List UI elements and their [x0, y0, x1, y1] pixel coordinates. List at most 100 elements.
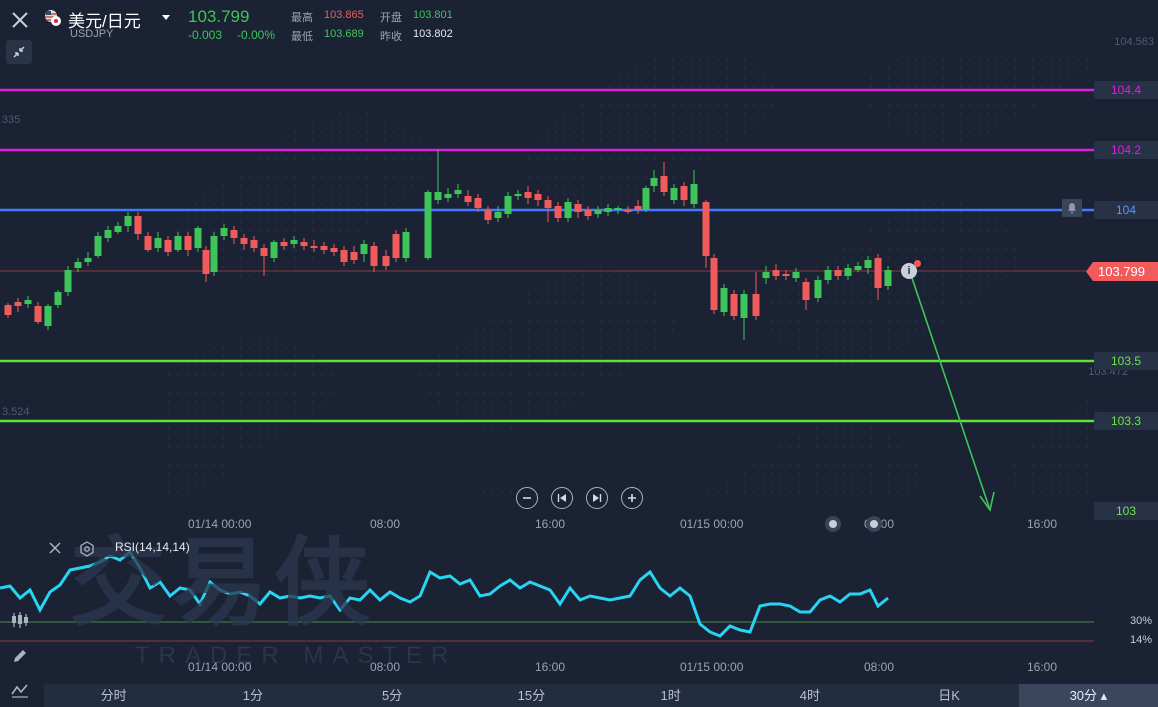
- map-dot: [878, 328, 882, 332]
- map-dot: [941, 238, 945, 242]
- info-icon[interactable]: i: [901, 263, 917, 279]
- rsi-close-icon[interactable]: [48, 541, 64, 557]
- map-dot: [1067, 436, 1071, 440]
- map-dot: [167, 445, 171, 449]
- map-dot: [815, 346, 819, 350]
- map-dot: [860, 319, 864, 323]
- map-dot: [905, 211, 909, 215]
- timeframe-tab-15m[interactable]: 15分: [517, 688, 546, 703]
- map-dot: [959, 238, 963, 242]
- map-dot: [869, 85, 873, 89]
- map-dot: [185, 400, 189, 404]
- map-dot: [230, 364, 234, 368]
- map-dot: [410, 184, 414, 188]
- map-dot: [743, 85, 747, 89]
- map-dot: [608, 319, 612, 323]
- alarm-bell-icon[interactable]: [1062, 199, 1082, 217]
- map-dot: [572, 121, 576, 125]
- map-dot: [1031, 67, 1035, 71]
- map-dot: [491, 337, 495, 341]
- level-tag-104-4[interactable]: 104.4: [1094, 81, 1158, 99]
- map-dot: [752, 94, 756, 98]
- map-dot: [860, 355, 864, 359]
- indicator-icon[interactable]: [6, 676, 34, 704]
- map-dot: [248, 193, 252, 197]
- map-dot: [491, 319, 495, 323]
- level-tag-103-5[interactable]: 103.5: [1094, 352, 1158, 370]
- map-dot: [311, 202, 315, 206]
- timeframe-tab-tick[interactable]: 分时: [100, 688, 127, 703]
- skip-end-button[interactable]: [586, 487, 608, 509]
- map-dot: [284, 346, 288, 350]
- map-dot: [599, 382, 603, 386]
- map-dot: [1094, 454, 1098, 458]
- map-dot: [977, 211, 981, 215]
- map-dot: [833, 337, 837, 341]
- map-dot: [734, 103, 738, 107]
- map-dot: [932, 112, 936, 116]
- map-dot: [473, 346, 477, 350]
- timeframe-tab-1d[interactable]: 日K: [938, 688, 960, 703]
- map-dot: [509, 364, 513, 368]
- map-dot: [698, 76, 702, 80]
- skip-start-button[interactable]: [551, 487, 573, 509]
- map-dot: [878, 490, 882, 494]
- map-dot: [374, 130, 378, 134]
- map-dot: [932, 319, 936, 323]
- map-dot: [419, 157, 423, 161]
- event-marker-icon[interactable]: [825, 516, 841, 532]
- timeframe-tab-1h[interactable]: 1时: [660, 688, 681, 703]
- map-dot: [545, 400, 549, 404]
- event-marker-icon[interactable]: [866, 516, 882, 532]
- level-tag-103[interactable]: 103: [1094, 502, 1158, 520]
- map-dot: [248, 355, 252, 359]
- map-dot: [590, 337, 594, 341]
- map-dot: [950, 247, 954, 251]
- timeframe-tab-5m[interactable]: 5分: [382, 688, 403, 703]
- level-tag-103-3[interactable]: 103.3: [1094, 412, 1158, 430]
- candle-type-icon[interactable]: [6, 606, 34, 634]
- map-dot: [635, 166, 639, 170]
- map-dot: [563, 346, 567, 350]
- map-dot: [896, 265, 900, 269]
- map-dot: [806, 463, 810, 467]
- map-dot: [536, 400, 540, 404]
- map-dot: [905, 85, 909, 89]
- map-dot: [527, 292, 531, 296]
- map-dot: [851, 337, 855, 341]
- map-dot: [959, 121, 963, 125]
- dropdown-caret-icon[interactable]: [160, 10, 172, 22]
- map-dot: [419, 382, 423, 386]
- level-tag-104-2[interactable]: 104.2: [1094, 141, 1158, 159]
- map-dot: [230, 211, 234, 215]
- draw-pen-icon[interactable]: [6, 642, 34, 670]
- timeframe-tab-30m[interactable]: 30分 ▴: [1018, 684, 1158, 707]
- map-dot: [230, 373, 234, 377]
- timeframe-tab-1m[interactable]: 1分: [242, 688, 263, 703]
- map-dot: [158, 427, 162, 431]
- zoom-in-button[interactable]: [621, 487, 643, 509]
- map-dot: [851, 463, 855, 467]
- map-dot: [932, 265, 936, 269]
- map-dot: [509, 310, 513, 314]
- map-dot: [437, 400, 441, 404]
- timeframe-tab-4h[interactable]: 4时: [799, 688, 820, 703]
- zoom-out-button[interactable]: [516, 487, 538, 509]
- map-dot: [176, 391, 180, 395]
- map-dot: [716, 94, 720, 98]
- map-dot: [752, 67, 756, 71]
- map-dot: [941, 139, 945, 143]
- rsi-settings-icon[interactable]: [79, 541, 95, 557]
- level-tag-104[interactable]: 104: [1094, 201, 1158, 219]
- map-dot: [347, 220, 351, 224]
- map-dot: [527, 355, 531, 359]
- pair-name[interactable]: 美元/日元: [68, 12, 141, 31]
- map-dot: [896, 238, 900, 242]
- close-icon[interactable]: [6, 6, 34, 34]
- map-dot: [599, 310, 603, 314]
- map-dot: [779, 292, 783, 296]
- map-dot: [1031, 490, 1035, 494]
- shrink-icon[interactable]: [6, 40, 32, 64]
- map-dot: [491, 391, 495, 395]
